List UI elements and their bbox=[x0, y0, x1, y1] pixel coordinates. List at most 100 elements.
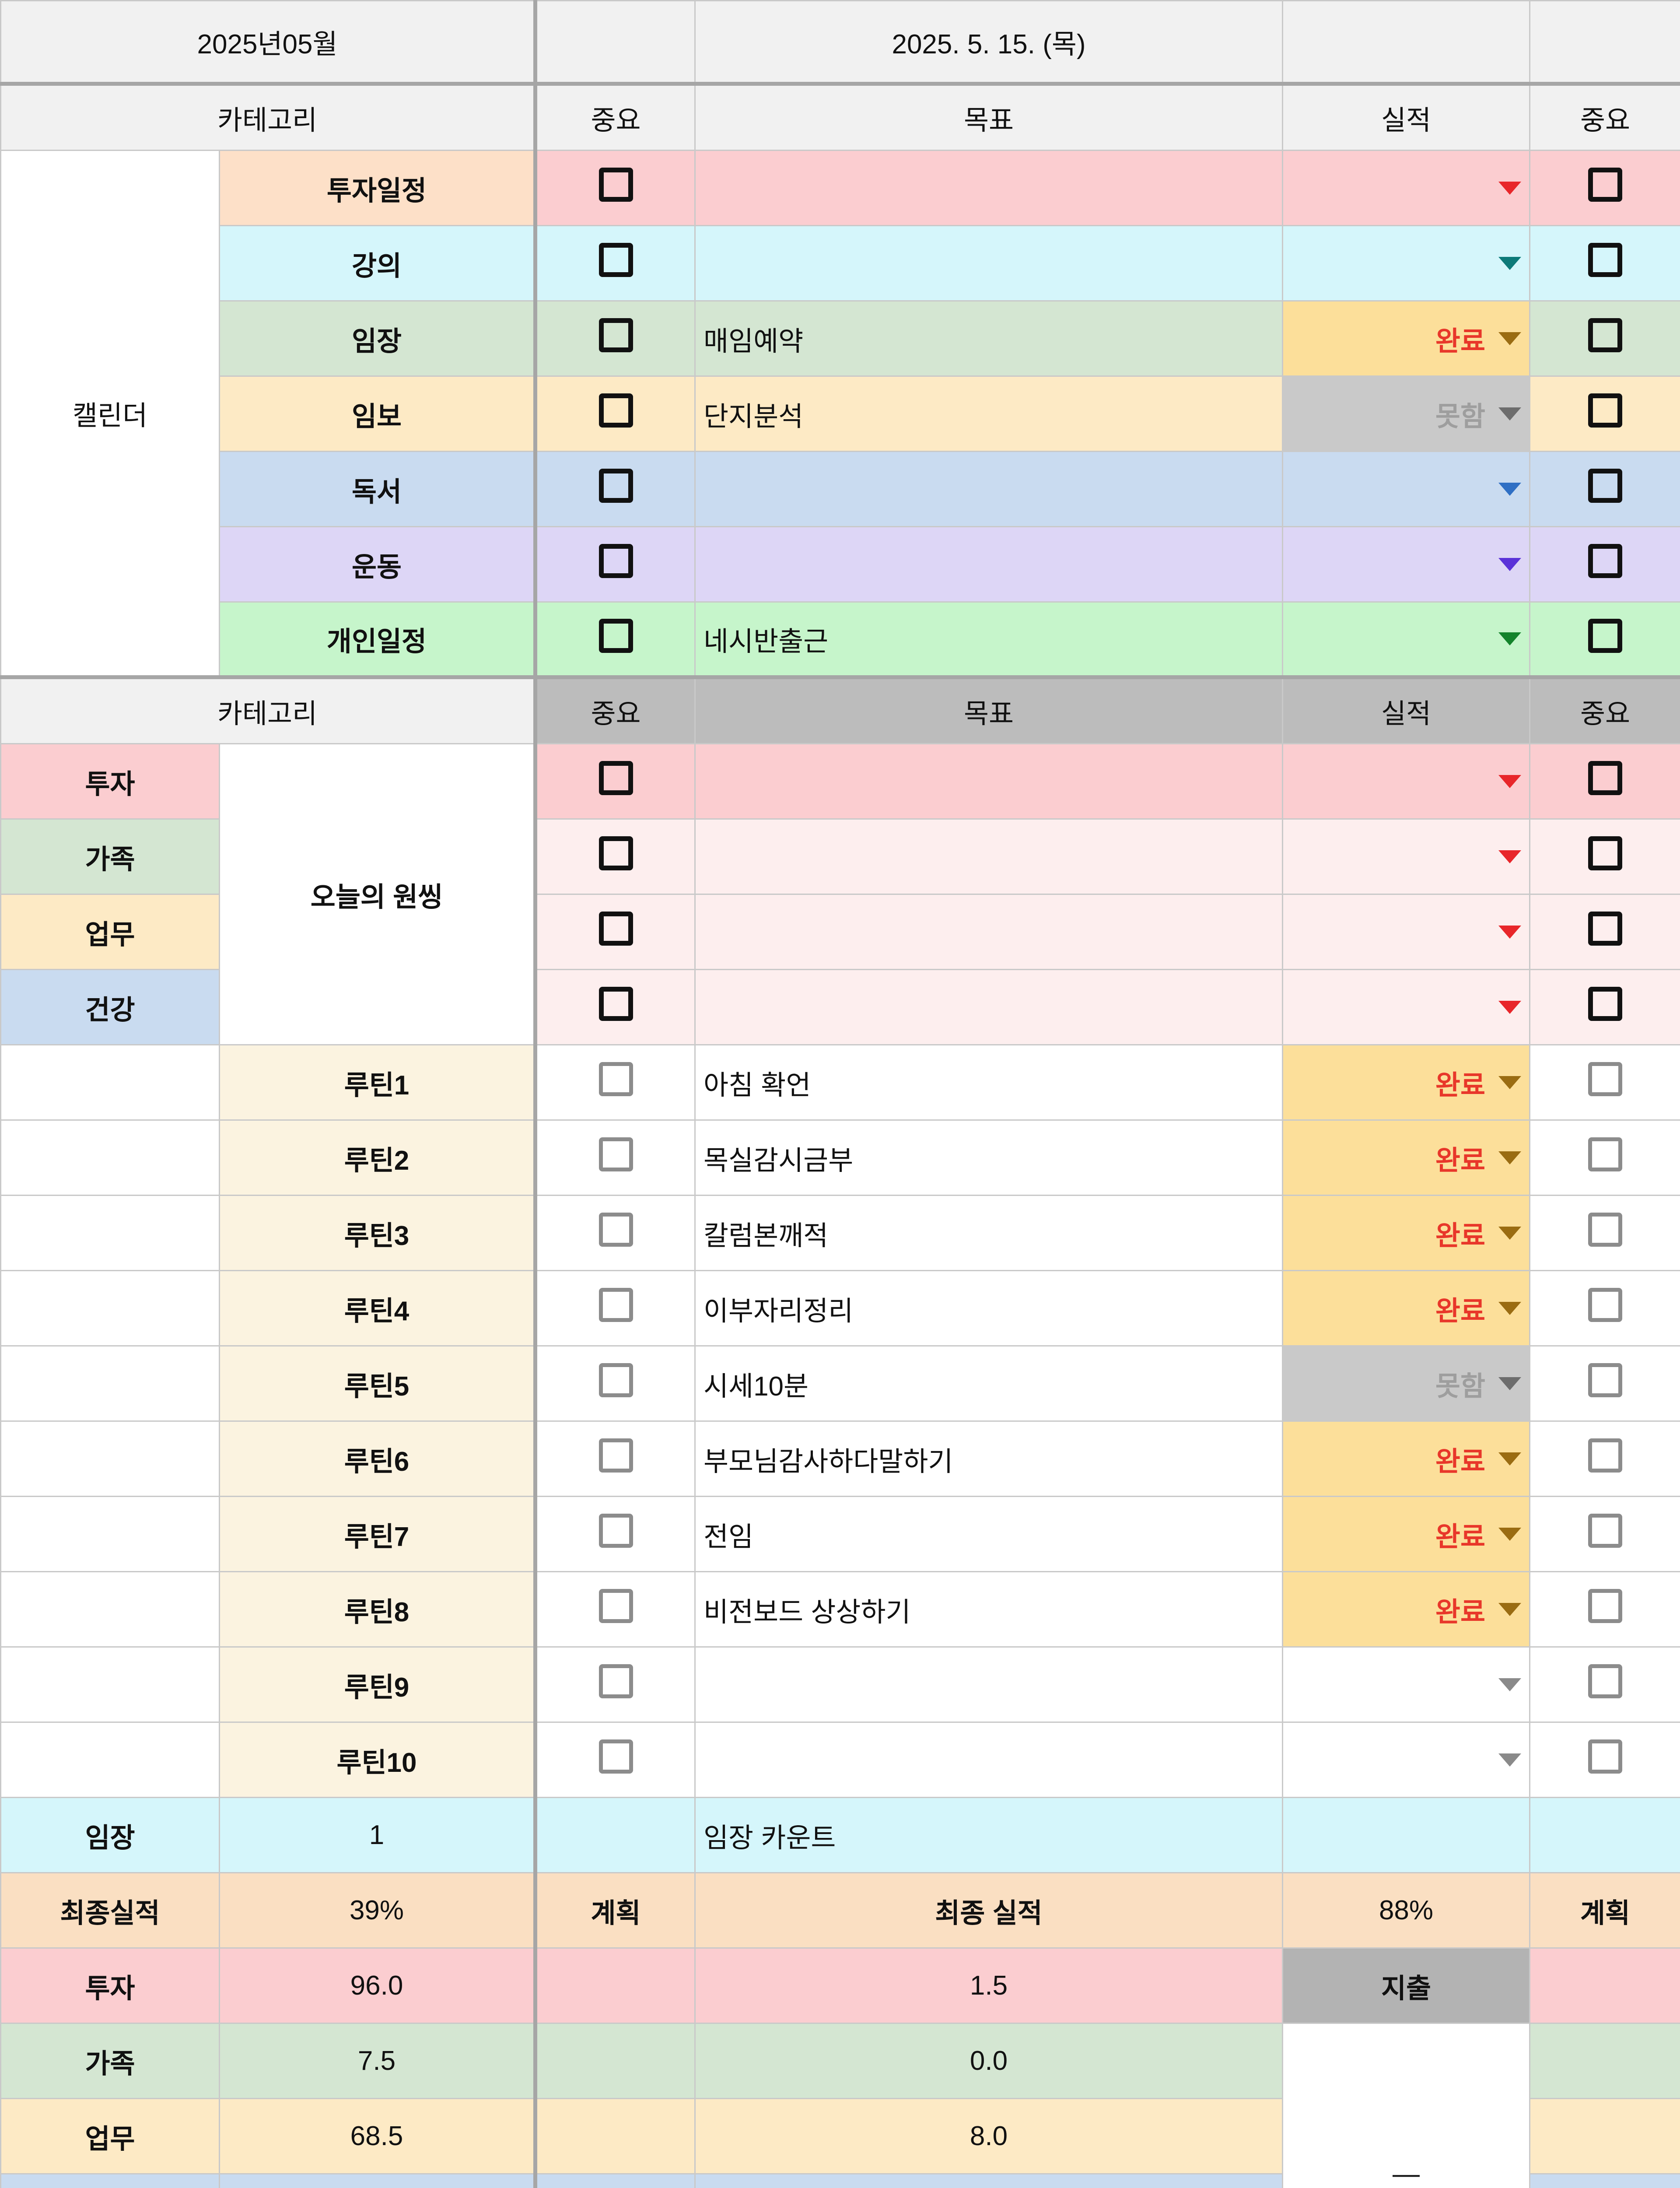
routine-result-0[interactable]: 완료 bbox=[1282, 1044, 1530, 1121]
calendar-result-1[interactable] bbox=[1282, 225, 1530, 302]
routine-result-2[interactable]: 완료 bbox=[1282, 1195, 1530, 1271]
calendar-goal-5[interactable] bbox=[694, 526, 1283, 603]
routine-goal-4[interactable]: 시세10분 bbox=[694, 1345, 1283, 1422]
summary-important-cell-1[interactable] bbox=[1529, 2023, 1680, 2099]
chevron-down-icon[interactable] bbox=[1498, 407, 1521, 421]
calendar-important-checkbox-1[interactable] bbox=[598, 243, 633, 277]
routine-goal-0[interactable]: 아침 확언 bbox=[694, 1044, 1283, 1121]
count-goal[interactable]: 임장 카운트 bbox=[694, 1797, 1283, 1873]
routine-important-checkbox-9[interactable] bbox=[598, 1739, 633, 1774]
onething-important2-checkbox-0[interactable] bbox=[1588, 761, 1622, 795]
routine-important2-checkbox-7[interactable] bbox=[1588, 1589, 1622, 1623]
chevron-down-icon[interactable] bbox=[1498, 1452, 1521, 1466]
chevron-down-icon[interactable] bbox=[1498, 632, 1521, 645]
routine-goal-3[interactable]: 이부자리정리 bbox=[694, 1270, 1283, 1346]
summary-important-cell-2[interactable] bbox=[1529, 2098, 1680, 2174]
calendar-result-5[interactable] bbox=[1282, 526, 1530, 603]
calendar-important-checkbox-0[interactable] bbox=[598, 168, 633, 202]
calendar-goal-6[interactable]: 네시반출근 bbox=[694, 601, 1283, 678]
routine-important2-checkbox-4[interactable] bbox=[1588, 1363, 1622, 1397]
calendar-result-2[interactable]: 완료 bbox=[1282, 300, 1530, 377]
chevron-down-icon[interactable] bbox=[1498, 482, 1521, 496]
routine-result-1[interactable]: 완료 bbox=[1282, 1119, 1530, 1196]
calendar-result-6[interactable] bbox=[1282, 601, 1530, 678]
onething-important-checkbox-3[interactable] bbox=[598, 987, 633, 1021]
chevron-down-icon[interactable] bbox=[1498, 1527, 1521, 1541]
routine-important2-checkbox-6[interactable] bbox=[1588, 1514, 1622, 1548]
onething-result-2[interactable] bbox=[1282, 894, 1530, 970]
summary-plan-cell-2[interactable] bbox=[533, 2098, 696, 2174]
chevron-down-icon[interactable] bbox=[1498, 1678, 1521, 1691]
routine-result-9[interactable] bbox=[1282, 1722, 1530, 1798]
chevron-down-icon[interactable] bbox=[1498, 1753, 1521, 1767]
routine-important2-checkbox-2[interactable] bbox=[1588, 1213, 1622, 1247]
onething-goal-2[interactable] bbox=[694, 894, 1283, 970]
routine-important-checkbox-3[interactable] bbox=[598, 1288, 633, 1322]
routine-important-checkbox-0[interactable] bbox=[598, 1062, 633, 1096]
calendar-important-checkbox-6[interactable] bbox=[598, 618, 633, 653]
routine-important2-checkbox-1[interactable] bbox=[1588, 1137, 1622, 1171]
onething-goal-3[interactable] bbox=[694, 969, 1283, 1045]
calendar-result-0[interactable] bbox=[1282, 150, 1530, 226]
summary-plan-cell-0[interactable] bbox=[533, 1947, 696, 2024]
count-important-cell[interactable] bbox=[533, 1797, 696, 1873]
routine-goal-5[interactable]: 부모님감사하다말하기 bbox=[694, 1420, 1283, 1497]
routine-result-7[interactable]: 완료 bbox=[1282, 1571, 1530, 1648]
routine-important-checkbox-8[interactable] bbox=[598, 1664, 633, 1698]
calendar-important-checkbox-5[interactable] bbox=[598, 544, 633, 578]
calendar-important2-checkbox-3[interactable] bbox=[1588, 393, 1622, 428]
expense-value[interactable]: — bbox=[1282, 2023, 1530, 2188]
onething-important-checkbox-1[interactable] bbox=[598, 836, 633, 870]
calendar-goal-2[interactable]: 매임예약 bbox=[694, 300, 1283, 377]
chevron-down-icon[interactable] bbox=[1498, 1226, 1521, 1240]
calendar-important2-checkbox-0[interactable] bbox=[1588, 168, 1622, 202]
routine-important-checkbox-4[interactable] bbox=[598, 1363, 633, 1397]
chevron-down-icon[interactable] bbox=[1498, 775, 1521, 788]
calendar-important2-checkbox-5[interactable] bbox=[1588, 544, 1622, 578]
onething-goal-1[interactable] bbox=[694, 818, 1283, 895]
summary-plan-cell-1[interactable] bbox=[533, 2023, 696, 2099]
chevron-down-icon[interactable] bbox=[1498, 256, 1521, 270]
onething-result-3[interactable] bbox=[1282, 969, 1530, 1045]
routine-result-3[interactable]: 완료 bbox=[1282, 1270, 1530, 1346]
chevron-down-icon[interactable] bbox=[1498, 1602, 1521, 1616]
onething-important2-checkbox-3[interactable] bbox=[1588, 987, 1622, 1021]
count-result-cell[interactable] bbox=[1282, 1797, 1530, 1873]
routine-result-4[interactable]: 못함 bbox=[1282, 1345, 1530, 1422]
routine-result-6[interactable]: 완료 bbox=[1282, 1496, 1530, 1572]
onething-result-0[interactable] bbox=[1282, 743, 1530, 820]
calendar-goal-4[interactable] bbox=[694, 451, 1283, 527]
onething-important2-checkbox-1[interactable] bbox=[1588, 836, 1622, 870]
onething-important-checkbox-2[interactable] bbox=[598, 912, 633, 946]
routine-important-checkbox-7[interactable] bbox=[598, 1589, 633, 1623]
calendar-important-checkbox-4[interactable] bbox=[598, 469, 633, 503]
chevron-down-icon[interactable] bbox=[1498, 332, 1521, 345]
routine-important2-checkbox-5[interactable] bbox=[1588, 1438, 1622, 1473]
routine-important-checkbox-6[interactable] bbox=[598, 1514, 633, 1548]
calendar-important2-checkbox-6[interactable] bbox=[1588, 618, 1622, 653]
onething-important-checkbox-0[interactable] bbox=[598, 761, 633, 795]
calendar-important-checkbox-2[interactable] bbox=[598, 318, 633, 352]
routine-goal-8[interactable] bbox=[694, 1646, 1283, 1723]
chevron-down-icon[interactable] bbox=[1498, 850, 1521, 863]
chevron-down-icon[interactable] bbox=[1498, 1000, 1521, 1014]
routine-important-checkbox-2[interactable] bbox=[598, 1213, 633, 1247]
chevron-down-icon[interactable] bbox=[1498, 558, 1521, 571]
routine-goal-1[interactable]: 목실감시금부 bbox=[694, 1119, 1283, 1196]
routine-goal-9[interactable] bbox=[694, 1722, 1283, 1798]
chevron-down-icon[interactable] bbox=[1498, 1076, 1521, 1089]
calendar-important2-checkbox-1[interactable] bbox=[1588, 243, 1622, 277]
calendar-result-3[interactable]: 못함 bbox=[1282, 375, 1530, 452]
routine-important-checkbox-5[interactable] bbox=[598, 1438, 633, 1473]
onething-important2-checkbox-2[interactable] bbox=[1588, 912, 1622, 946]
summary-important-cell-0[interactable] bbox=[1529, 1947, 1680, 2024]
calendar-result-4[interactable] bbox=[1282, 451, 1530, 527]
onething-result-1[interactable] bbox=[1282, 818, 1530, 895]
routine-important-checkbox-1[interactable] bbox=[598, 1137, 633, 1171]
calendar-important2-checkbox-4[interactable] bbox=[1588, 469, 1622, 503]
calendar-important2-checkbox-2[interactable] bbox=[1588, 318, 1622, 352]
routine-goal-6[interactable]: 전임 bbox=[694, 1496, 1283, 1572]
calendar-goal-3[interactable]: 단지분석 bbox=[694, 375, 1283, 452]
routine-result-5[interactable]: 완료 bbox=[1282, 1420, 1530, 1497]
count-value[interactable]: 1 bbox=[219, 1797, 536, 1873]
